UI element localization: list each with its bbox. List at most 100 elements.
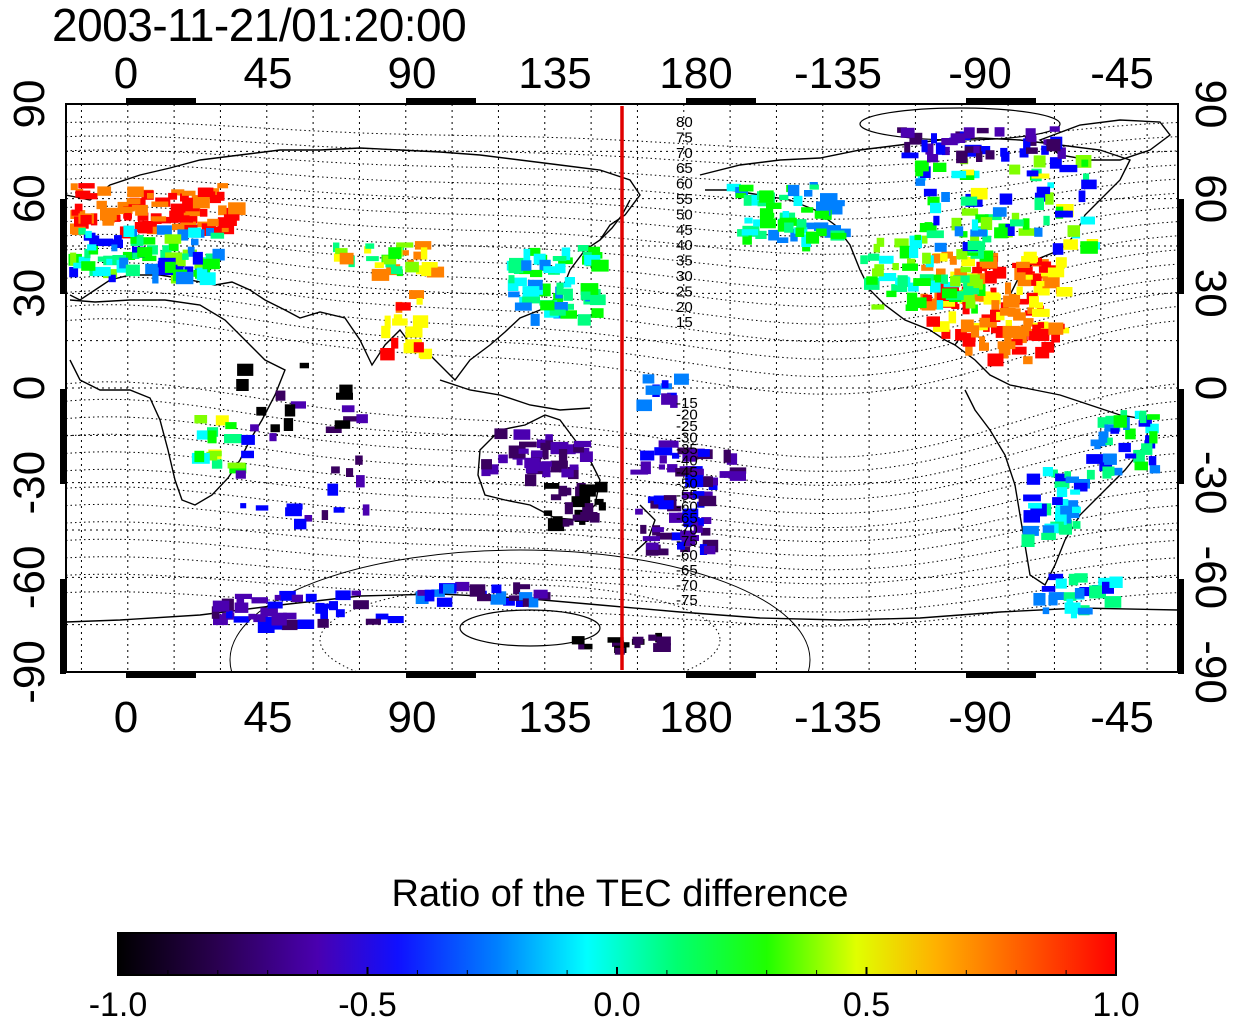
tec-observation-cell bbox=[294, 518, 307, 530]
tec-observation-cell bbox=[551, 302, 568, 311]
tec-observation-cell bbox=[777, 219, 788, 232]
tec-observation-cell bbox=[251, 597, 268, 604]
tec-observation-cell bbox=[114, 235, 122, 245]
tec-observation-cell bbox=[577, 245, 589, 252]
tec-observation-cell bbox=[654, 548, 669, 556]
tec-observation-cell bbox=[211, 459, 223, 469]
tec-observation-cell bbox=[122, 251, 136, 260]
tec-observation-cell bbox=[92, 266, 111, 277]
tec-observation-cell bbox=[317, 618, 329, 628]
tec-observation-cell bbox=[787, 184, 800, 197]
tec-observation-cell bbox=[542, 464, 551, 478]
tec-observation-cell bbox=[1037, 322, 1045, 329]
tec-observation-cell bbox=[96, 200, 107, 210]
tec-observation-cell bbox=[1033, 284, 1050, 296]
tec-observation-cell bbox=[269, 433, 277, 442]
tec-observation-cell bbox=[927, 196, 940, 206]
tec-observation-cell bbox=[111, 244, 118, 252]
tec-observation-cell bbox=[1025, 274, 1033, 280]
tec-observation-cell bbox=[351, 590, 361, 596]
tec-observation-cell bbox=[555, 263, 566, 274]
tec-observation-cell bbox=[523, 248, 531, 262]
tec-observation-cell bbox=[931, 253, 941, 264]
tec-observation-cell bbox=[1078, 190, 1086, 203]
tec-observation-cell bbox=[1056, 526, 1071, 534]
tec-observation-cell bbox=[508, 275, 515, 284]
tec-observation-cell bbox=[108, 274, 116, 283]
tec-observation-cell bbox=[469, 584, 486, 597]
contour-label: -75 bbox=[676, 533, 698, 550]
tec-observation-cell bbox=[1037, 305, 1044, 312]
tec-observation-cell bbox=[729, 471, 746, 481]
tec-observation-cell bbox=[950, 133, 966, 143]
latitude-tick-label: -30 bbox=[1186, 451, 1235, 515]
contour-label: -15 bbox=[676, 395, 698, 412]
tec-observation-cell bbox=[124, 213, 132, 221]
tec-observation-cell bbox=[779, 217, 797, 226]
tec-observation-cell bbox=[804, 190, 813, 197]
left-latitude-axis: 90 60 30 0 -30 -60 -90 bbox=[5, 80, 54, 704]
tec-observation-cell bbox=[729, 467, 747, 474]
tec-observation-cell bbox=[1025, 128, 1036, 142]
tec-observation-cell bbox=[436, 597, 453, 607]
tec-observation-cell bbox=[886, 290, 897, 298]
tec-observation-cell bbox=[901, 152, 919, 159]
tec-observation-cell bbox=[524, 457, 540, 469]
magnetic-latitude-contour bbox=[66, 205, 1178, 255]
tec-observation-cell bbox=[653, 643, 671, 652]
tec-observation-cell bbox=[525, 474, 537, 487]
tec-observation-cell bbox=[391, 266, 403, 275]
tec-observation-cell bbox=[513, 429, 531, 440]
tec-observation-cell bbox=[670, 395, 678, 408]
tec-observation-cell bbox=[1033, 593, 1046, 606]
longitude-tick-label: -135 bbox=[794, 49, 882, 98]
tec-observation-cell bbox=[759, 190, 774, 203]
tec-observation-cell bbox=[409, 290, 424, 299]
tec-observation-cell bbox=[640, 524, 647, 534]
tec-observation-cell bbox=[543, 266, 558, 273]
tec-observation-cell bbox=[667, 505, 682, 512]
tec-observation-cell bbox=[1042, 607, 1050, 615]
tec-observation-cell bbox=[934, 274, 947, 283]
tec-observation-cell bbox=[1042, 467, 1053, 477]
tec-observation-cell bbox=[270, 424, 280, 433]
tec-observation-cell bbox=[140, 237, 156, 245]
tec-observation-cell bbox=[907, 258, 916, 265]
tec-observation-cell bbox=[356, 475, 365, 488]
tec-observation-cell bbox=[533, 589, 548, 599]
tec-observation-cell bbox=[614, 647, 625, 655]
tec-observation-cell bbox=[515, 598, 524, 607]
latitude-tick-label: -30 bbox=[5, 451, 54, 515]
tec-observation-cell bbox=[1017, 274, 1032, 287]
tec-observation-cell bbox=[1022, 218, 1030, 230]
tec-observation-cell bbox=[1083, 173, 1090, 183]
tec-observation-cell bbox=[416, 265, 424, 275]
tec-observation-cell bbox=[529, 247, 541, 256]
tec-observation-cell bbox=[1023, 356, 1033, 365]
tec-observation-cell bbox=[1072, 506, 1081, 513]
tec-observation-cell bbox=[1060, 505, 1072, 515]
tec-observation-cell bbox=[508, 291, 520, 298]
tec-observation-cell bbox=[589, 294, 606, 306]
tec-observation-cell bbox=[965, 343, 973, 356]
tec-observation-cell bbox=[1081, 159, 1089, 167]
tec-observation-cell bbox=[550, 494, 562, 501]
tec-observation-cell bbox=[290, 401, 306, 409]
tec-observation-cell bbox=[162, 245, 169, 253]
tec-observation-cell bbox=[80, 215, 92, 225]
tec-observation-cell bbox=[202, 258, 220, 270]
tec-observation-cell bbox=[909, 132, 923, 145]
tec-observation-cell bbox=[900, 127, 915, 138]
tec-observation-cell bbox=[921, 299, 936, 311]
tec-observation-cell bbox=[872, 268, 884, 277]
contour-label: 35 bbox=[676, 253, 693, 270]
tec-observation-cell bbox=[508, 595, 527, 601]
tec-observation-cell bbox=[1146, 414, 1160, 420]
tec-observation-cell bbox=[522, 598, 529, 607]
tec-observation-cell bbox=[547, 518, 565, 532]
tec-observation-cell bbox=[224, 218, 237, 226]
tec-observation-cell bbox=[960, 319, 974, 333]
tec-observation-cell bbox=[561, 247, 571, 261]
tec-observation-cell bbox=[953, 275, 970, 283]
frame-segment bbox=[60, 199, 66, 294]
